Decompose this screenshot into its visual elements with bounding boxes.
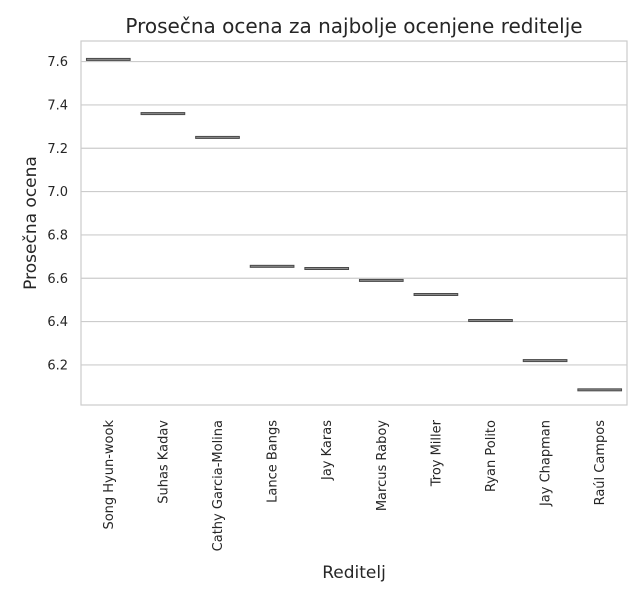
y-axis-label: Prosečna ocena [21, 156, 41, 290]
y-tick-labels: 6.2 6.4 6.6 6.8 7.0 7.2 7.4 7.6 [47, 55, 68, 373]
box-troy-miller [413, 293, 459, 296]
x-tick-label: Jay Karas [320, 420, 335, 481]
box-marcus-raboy [358, 278, 404, 282]
box-cathy-garcia-molina [195, 135, 240, 139]
x-tick-label: Song Hyun-wook [102, 420, 117, 530]
x-tick-labels: Song Hyun-wook Suhas Kadav Cathy Garcia-Mo… [102, 419, 608, 551]
x-tick-label: Ryan Polito [484, 420, 499, 492]
box-jay-karas [304, 267, 350, 270]
y-tick-label: 7.4 [47, 98, 68, 113]
x-tick-label: Raúl Campos [593, 420, 608, 506]
box-ra-l-campos [577, 388, 623, 392]
y-tick-label: 6.6 [47, 272, 68, 287]
chart-title: Prosečna ocena za najbolje ocenjene redi… [125, 14, 582, 38]
x-tick-label: Marcus Raboy [375, 420, 390, 511]
box-suhas-kadav [140, 112, 186, 116]
x-tick-label: Troy Miller [429, 419, 444, 487]
box-jay-chapman [522, 359, 568, 363]
box-lance-bangs [249, 264, 295, 268]
x-tick-label: Cathy Garcia-Molina [211, 420, 226, 551]
y-tick-label: 7.2 [47, 142, 68, 157]
y-tick-label: 6.8 [47, 228, 68, 243]
x-tick-label: Jay Chapman [539, 420, 554, 507]
box-ryan-polito [468, 319, 513, 322]
y-tick-label: 6.2 [47, 358, 68, 373]
y-tick-label: 7.0 [47, 185, 68, 200]
plot-frame [80, 40, 628, 406]
y-tick-label: 6.4 [47, 315, 68, 330]
y-tick-label: 7.6 [47, 55, 68, 70]
x-tick-label: Suhas Kadav [156, 420, 171, 504]
x-tick-label: Lance Bangs [266, 420, 281, 503]
x-axis-label: Reditelj [322, 563, 386, 583]
box-song-hyun-wook [85, 57, 131, 61]
boxes [85, 57, 623, 392]
grid-lines [81, 60, 627, 366]
